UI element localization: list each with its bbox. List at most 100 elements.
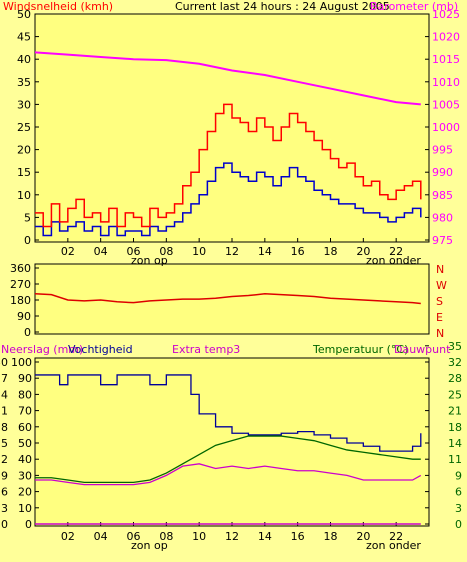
barometer-axis-title: Barometer (mb) [370, 0, 458, 13]
temperature-tick-14: 14 [448, 437, 462, 450]
sunrise-label-2: zon op [131, 539, 168, 552]
rain-tick-18: 18 [0, 421, 8, 434]
sunrise-label-1: zon op [131, 254, 168, 267]
temperature-axis-title: Temperatuur (°C) [312, 343, 408, 356]
p3-xlabel-10: 10 [192, 530, 206, 543]
baro-tick-985: 985 [432, 189, 453, 202]
p3-xlabel-08: 08 [159, 530, 173, 543]
compass-label-3: E [436, 311, 443, 324]
p3-xlabel-16: 16 [291, 530, 305, 543]
rain-tick-12: 12 [0, 453, 8, 466]
wind-tick-45: 45 [17, 31, 31, 44]
rain-tick-3: 3 [1, 502, 8, 515]
temperature-tick-11: 11 [448, 453, 462, 466]
p1-xlabel-02: 02 [61, 245, 75, 258]
p1-xlabel-18: 18 [324, 245, 338, 258]
wind-tick-30: 30 [17, 98, 31, 111]
temperature-tick-6: 6 [455, 486, 462, 499]
rain-tick-24: 24 [0, 388, 8, 401]
humidity-tick-90: 90 [18, 372, 32, 385]
p1-xlabel-12: 12 [225, 245, 239, 258]
direction-tick-0: 0 [24, 326, 31, 339]
wind-tick-15: 15 [17, 166, 31, 179]
baro-tick-1000: 1000 [432, 121, 460, 134]
gust-series-line [35, 162, 422, 237]
humidity-tick-20: 20 [18, 486, 32, 499]
p1-xlabel-04: 04 [94, 245, 108, 258]
humidity-tick-40: 40 [18, 453, 32, 466]
dewpoint-series-line [35, 463, 422, 486]
humidity-tick-30: 30 [18, 469, 32, 482]
p1-xlabel-08: 08 [159, 245, 173, 258]
temperature-tick-3: 3 [455, 502, 462, 515]
rain-tick-0: 0 [1, 518, 8, 531]
p1-xlabel-06: 06 [127, 245, 141, 258]
p3-xlabel-22: 22 [389, 530, 403, 543]
dewpoint-axis-title: Dauwpunt [394, 343, 451, 356]
wind-axis-title: Windsnelheid (kmh) [3, 0, 113, 13]
rain-tick-21: 21 [0, 405, 8, 418]
wind-tick-0: 0 [24, 234, 31, 247]
compass-label-2: S [436, 295, 443, 308]
p3-xlabel-14: 14 [258, 530, 272, 543]
temperature-series-line [35, 435, 421, 483]
p3-xlabel-12: 12 [225, 530, 239, 543]
temperature-tick-32: 32 [448, 356, 462, 369]
baro-tick-990: 990 [432, 166, 453, 179]
wind-tick-20: 20 [17, 144, 31, 157]
baro-tick-975: 975 [432, 234, 453, 247]
wind-tick-10: 10 [17, 189, 31, 202]
wind-tick-40: 40 [17, 53, 31, 66]
rain-tick-6: 6 [1, 486, 8, 499]
humidity-tick-80: 80 [18, 388, 32, 401]
direction-tick-180: 180 [10, 294, 31, 307]
rain-tick-27: 27 [0, 372, 8, 385]
direction-tick-270: 270 [10, 278, 31, 291]
wind-tick-50: 50 [17, 8, 31, 21]
baro-tick-1025: 1025 [432, 8, 460, 21]
p3-xlabel-20: 20 [356, 530, 370, 543]
p3-xlabel-04: 04 [94, 530, 108, 543]
humidity-tick-70: 70 [18, 405, 32, 418]
temperature-tick-25: 25 [448, 388, 462, 401]
p1-xlabel-22: 22 [389, 245, 403, 258]
baro-tick-1020: 1020 [432, 31, 460, 44]
rain-tick-15: 15 [0, 437, 8, 450]
baro-tick-1005: 1005 [432, 98, 460, 111]
p1-xlabel-16: 16 [291, 245, 305, 258]
rain-tick-30: 30 [0, 356, 8, 369]
baro-tick-995: 995 [432, 144, 453, 157]
direction-tick-360: 360 [10, 262, 31, 275]
compass-label-0: N [436, 263, 444, 276]
humidity-tick-60: 60 [18, 421, 32, 434]
humidity-tick-0: 0 [25, 518, 32, 531]
temperature-tick-21: 21 [448, 405, 462, 418]
temperature-tick-28: 28 [448, 372, 462, 385]
wind-series-line [35, 103, 422, 228]
rain-tick-9: 9 [1, 469, 8, 482]
sunset-label-1: zon onder [366, 254, 421, 267]
direction-series-line [34, 293, 421, 305]
temperature-tick-35: 35 [448, 340, 462, 353]
wind-tick-35: 35 [17, 76, 31, 89]
p3-xlabel-02: 02 [61, 530, 75, 543]
humidity-tick-10: 10 [18, 502, 32, 515]
extra-temp-title: Extra temp3 [172, 343, 240, 356]
humidity-tick-100: 100 [11, 356, 32, 369]
temperature-tick-9: 9 [455, 469, 462, 482]
rain-axis-title: Neerslag (mm) [1, 343, 83, 356]
sunset-label-2: zon onder [366, 539, 421, 552]
wind-tick-5: 5 [24, 211, 31, 224]
p3-xlabel-18: 18 [324, 530, 338, 543]
p1-xlabel-14: 14 [258, 245, 272, 258]
temperature-tick-0: 0 [455, 518, 462, 531]
direction-panel [34, 263, 430, 335]
compass-label-1: W [436, 279, 447, 292]
wind-tick-25: 25 [17, 121, 31, 134]
p1-xlabel-20: 20 [356, 245, 370, 258]
wind-panel [34, 13, 430, 243]
humidity-axis-title: Vochtigheid [68, 343, 133, 356]
temperature-tick-18: 18 [448, 421, 462, 434]
chart-title: Current last 24 hours : 24 August 2005 [175, 0, 390, 13]
